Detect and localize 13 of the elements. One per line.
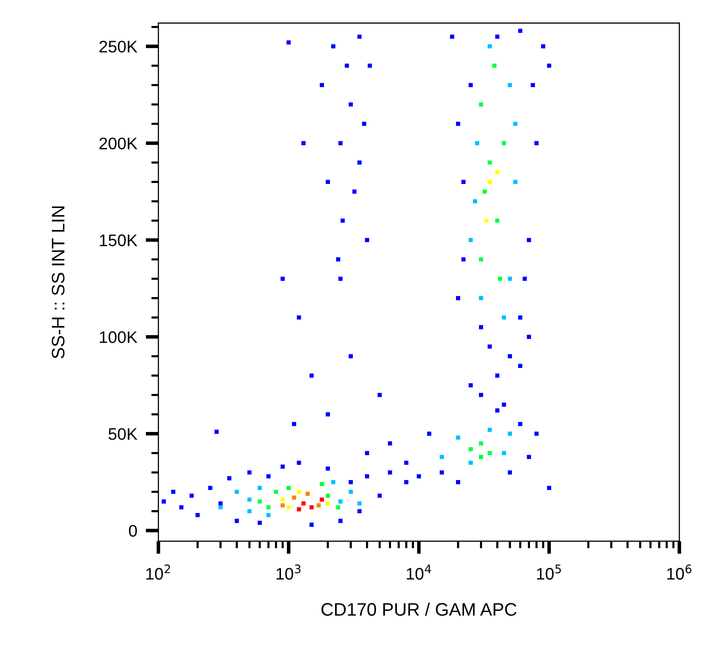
x-tick-label: 10$^{2}$ <box>146 564 170 580</box>
x-tick-label: 10$^{4}$ <box>406 564 432 580</box>
y-tick-label: 50K <box>108 428 138 440</box>
y-axis-title: SS-H :: SS INT LIN <box>52 206 65 358</box>
y-tick-label: 150K <box>100 234 138 246</box>
x-tick-label: 10$^{3}$ <box>276 564 300 580</box>
y-tick-label: 250K <box>99 40 138 53</box>
x-axis-title: CD170 PUR / GAM APC <box>321 602 517 616</box>
x-tick-label: 10$^{6}$ <box>667 564 692 580</box>
y-tick-label: 0 <box>128 524 137 537</box>
y-tick-label: 100K <box>100 331 138 344</box>
y-tick-label: 200K <box>99 138 138 150</box>
x-tick-label: 10$^{5}$ <box>537 564 561 580</box>
